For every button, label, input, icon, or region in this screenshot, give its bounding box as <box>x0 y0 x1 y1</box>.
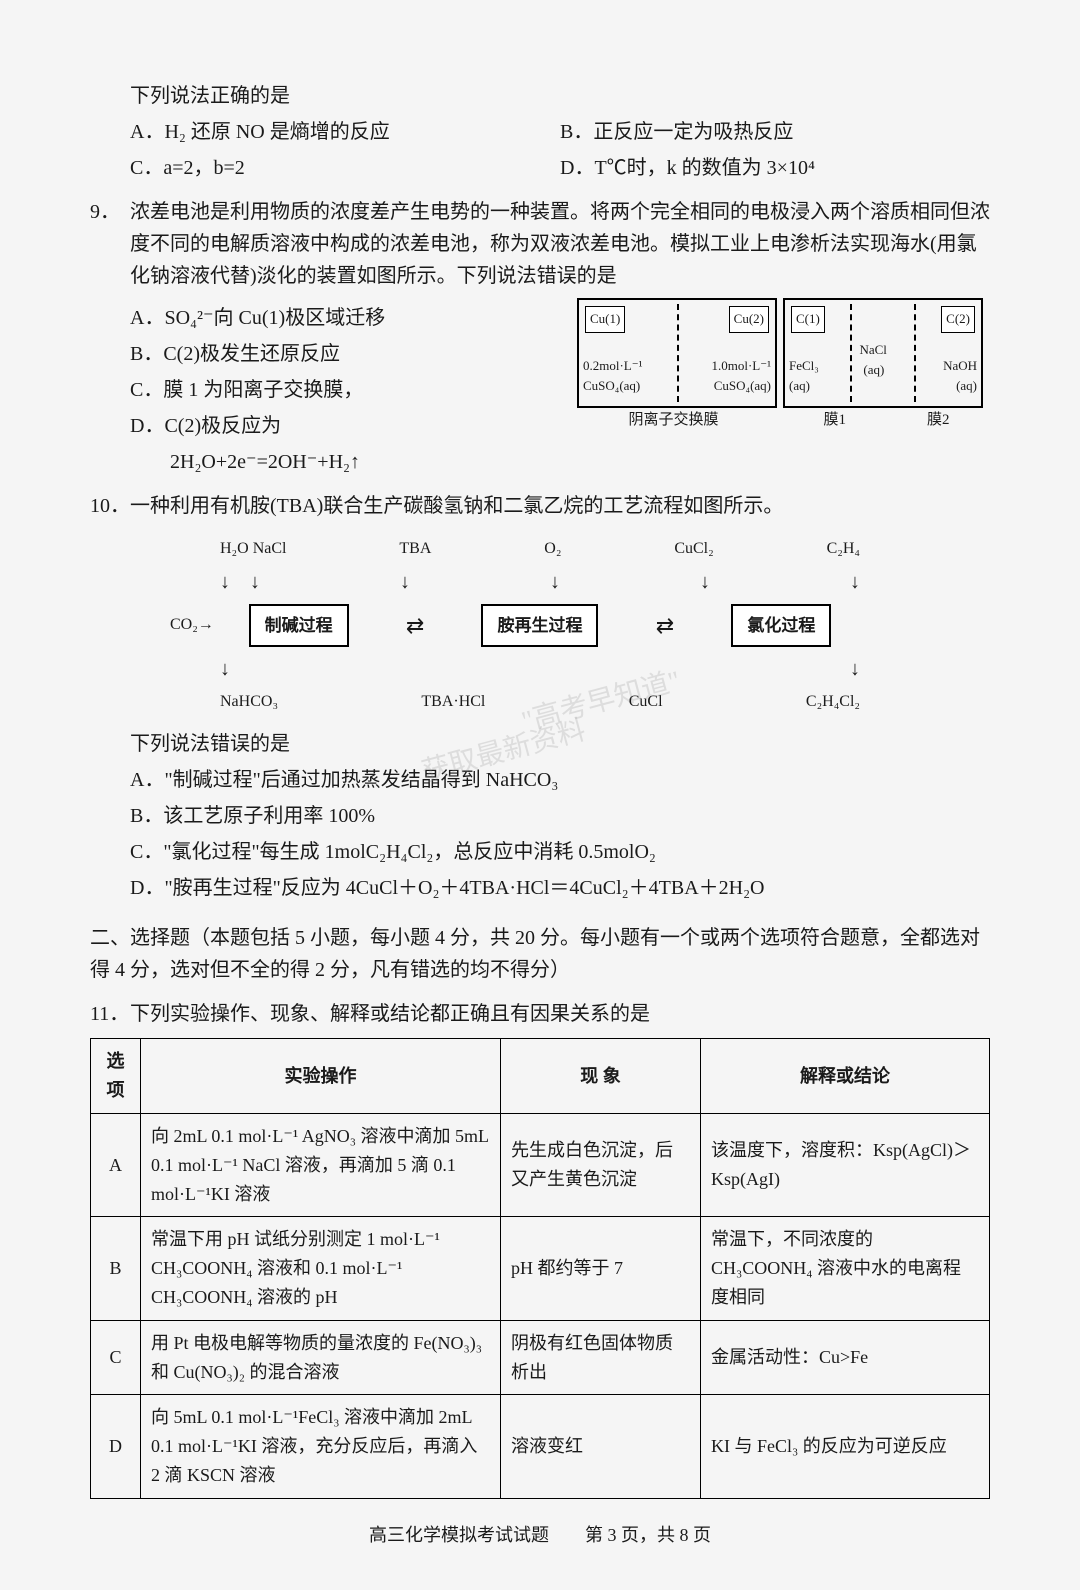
q8-opt-c: C．a=2，b=2 <box>130 152 560 184</box>
q8-opt-a: A．H₂ 还原 NO 是熵增的反应 <box>130 116 560 148</box>
electrode-cu2: Cu(2) <box>729 306 769 333</box>
cell-opt: B <box>91 1217 141 1320</box>
section2-header: 二、选择题（本题包括 5 小题，每小题 4 分，共 20 分。每小题有一个或两个… <box>90 922 990 986</box>
sol-lb: 1.0mol·L⁻¹ <box>711 356 771 377</box>
flow-box2: 胺再生过程 <box>481 604 598 647</box>
flow-top-1: TBA <box>399 536 431 562</box>
q8-intro: 下列说法正确的是 <box>90 80 990 112</box>
electrode-c1: C(1) <box>791 306 825 333</box>
q10-opt-d: D．"胺再生过程"反应为 4CuCl＋O₂＋4TBA·HCl＝4CuCl₂＋4T… <box>130 872 990 904</box>
q9: 9． 浓差电池是利用物质的浓度差产生电势的一种装置。将两个完全相同的电极浸入两个… <box>90 196 990 292</box>
arrow-icon: ⇄ <box>406 608 424 643</box>
flow-box1: 制碱过程 <box>249 604 349 647</box>
q9-right-cell: C(1) C(2) FeCl₃ (aq) NaCl (aq) NaOH (aq) <box>783 298 983 408</box>
arrow-down-icon <box>370 653 390 685</box>
q10-stem: 一种利用有机胺(TBA)联合生产碳酸氢钠和二氯乙烷的工艺流程如图所示。 <box>130 490 990 522</box>
q10: 10． 一种利用有机胺(TBA)联合生产碳酸氢钠和二氯乙烷的工艺流程如图所示。 <box>90 490 990 522</box>
sol-r3b: (aq) <box>956 376 977 397</box>
flow-box3: 氯化过程 <box>731 604 831 647</box>
q10-opt-c: C．"氯化过程"每生成 1molC₂H₄Cl₂，总反应中消耗 0.5molO₂ <box>130 836 990 868</box>
cell-ph: pH 都约等于 7 <box>501 1217 701 1320</box>
q9-diagram: Cu(1) Cu(2) 0.2mol·L⁻¹ 1.0mol·L⁻¹ CuSO₄(… <box>570 298 990 432</box>
arrow-down-icon: ↓ <box>220 653 230 685</box>
th-opt: 选项 <box>91 1039 141 1114</box>
flow-bot-0: NaHCO₃ <box>220 689 278 715</box>
flow-top-2: O₂ <box>544 536 561 562</box>
electrode-c2: C(2) <box>941 306 975 333</box>
cell-ex: 该温度下，溶度积：Ksp(AgCl)＞Ksp(AgI) <box>701 1113 990 1216</box>
q10-num: 10． <box>90 490 130 522</box>
flow-co2: CO₂→ <box>170 612 214 638</box>
table-row: D向 5mL 0.1 mol·L⁻¹FeCl₃ 溶液中滴加 2mL 0.1 mo… <box>91 1395 990 1498</box>
q9-stem: 浓差电池是利用物质的浓度差产生电势的一种装置。将两个完全相同的电极浸入两个溶质相… <box>130 196 990 292</box>
cell-op: 用 Pt 电极电解等物质的量浓度的 Fe(NO₃)₃ 和 Cu(NO₃)₂ 的混… <box>141 1320 501 1395</box>
flow-bot-2: CuCl <box>629 689 663 715</box>
q10-opt-a: A．"制碱过程"后通过加热蒸发结晶得到 NaHCO₃ <box>130 764 990 796</box>
q11: 11． 下列实验操作、现象、解释或结论都正确且有因果关系的是 <box>90 998 990 1030</box>
cell-opt: C <box>91 1320 141 1395</box>
table-row: A向 2mL 0.1 mol·L⁻¹ AgNO₃ 溶液中滴加 5mL 0.1 m… <box>91 1113 990 1216</box>
page-footer: 高三化学模拟考试试题 第 3 页，共 8 页 <box>0 1521 1080 1550</box>
sol-lc: CuSO₄(aq) <box>583 376 640 397</box>
cell-op: 向 5mL 0.1 mol·L⁻¹FeCl₃ 溶液中滴加 2mL 0.1 mol… <box>141 1395 501 1498</box>
arrow-down-icon <box>690 653 710 685</box>
arrow-down-icon: ↓ ↓ <box>220 566 260 598</box>
th-op: 实验操作 <box>141 1039 501 1114</box>
q9-label-m1: 膜1 <box>823 408 846 432</box>
q8-opt-b: B．正反应一定为吸热反应 <box>560 116 990 148</box>
th-ph: 现 象 <box>501 1039 701 1114</box>
q9-left-cell: Cu(1) Cu(2) 0.2mol·L⁻¹ 1.0mol·L⁻¹ CuSO₄(… <box>577 298 777 408</box>
q8-options-row2: C．a=2，b=2 D．T℃时，k 的数值为 3×10⁴ <box>130 152 990 184</box>
sol-r1: FeCl₃ <box>789 356 819 377</box>
flow-bot-1: TBA·HCl <box>421 689 485 715</box>
q11-num: 11． <box>90 998 130 1030</box>
q10-opt-b: B．该工艺原子利用率 100% <box>130 800 990 832</box>
cell-ph: 先生成白色沉淀，后又产生黄色沉淀 <box>501 1113 701 1216</box>
sol-ld: CuSO₄(aq) <box>714 376 771 397</box>
q8-opt-d: D．T℃时，k 的数值为 3×10⁴ <box>560 152 990 184</box>
cell-ex: KI 与 FeCl₃ 的反应为可逆反应 <box>701 1395 990 1498</box>
sol-r2: NaCl <box>859 340 886 361</box>
arrow-down-icon: ↓ <box>550 566 560 598</box>
cell-opt: A <box>91 1113 141 1216</box>
flow-top-0: H₂O NaCl <box>220 536 286 562</box>
arrow-down-icon: ↓ <box>700 566 710 598</box>
cell-ph: 溶液变红 <box>501 1395 701 1498</box>
cell-op: 向 2mL 0.1 mol·L⁻¹ AgNO₃ 溶液中滴加 5mL 0.1 mo… <box>141 1113 501 1216</box>
sol-la: 0.2mol·L⁻¹ <box>583 356 643 377</box>
th-ex: 解释或结论 <box>701 1039 990 1114</box>
q10-sub: 下列说法错误的是 <box>90 728 990 760</box>
q11-table: 选项 实验操作 现 象 解释或结论 A向 2mL 0.1 mol·L⁻¹ AgN… <box>90 1038 990 1498</box>
arrow-down-icon: ↓ <box>850 653 860 685</box>
cell-ex: 金属活动性：Cu>Fe <box>701 1320 990 1395</box>
sol-r2b: (aq) <box>863 360 884 381</box>
electrode-cu1: Cu(1) <box>585 306 625 333</box>
table-row: C用 Pt 电极电解等物质的量浓度的 Fe(NO₃)₃ 和 Cu(NO₃)₂ 的… <box>91 1320 990 1395</box>
cell-ph: 阴极有红色固体物质析出 <box>501 1320 701 1395</box>
cell-op: 常温下用 pH 试纸分别测定 1 mol·L⁻¹ CH₃COONH₄ 溶液和 0… <box>141 1217 501 1320</box>
q9-num: 9． <box>90 196 130 292</box>
arrow-icon: ⇄ <box>656 608 674 643</box>
sol-r1b: (aq) <box>789 376 810 397</box>
q10-flow-diagram: H₂O NaCl TBA O₂ CuCl₂ C₂H₄ ↓ ↓ ↓ ↓ ↓ ↓ C… <box>220 536 860 714</box>
sol-r3: NaOH <box>943 356 977 377</box>
flow-top-3: CuCl₂ <box>674 536 713 562</box>
table-row: B常温下用 pH 试纸分别测定 1 mol·L⁻¹ CH₃COONH₄ 溶液和 … <box>91 1217 990 1320</box>
table-header-row: 选项 实验操作 现 象 解释或结论 <box>91 1039 990 1114</box>
q9-label-m2: 膜2 <box>927 408 950 432</box>
q9-opt-d2: 2H₂O+2e⁻=2OH⁻+H₂↑ <box>170 446 990 478</box>
cell-opt: D <box>91 1395 141 1498</box>
q9-label-left: 阴离子交换膜 <box>570 408 777 432</box>
q11-stem: 下列实验操作、现象、解释或结论都正确且有因果关系的是 <box>130 998 990 1030</box>
cell-ex: 常温下，不同浓度的 CH₃COONH₄ 溶液中水的电离程度相同 <box>701 1217 990 1320</box>
q8-options-row1: A．H₂ 还原 NO 是熵增的反应 B．正反应一定为吸热反应 <box>130 116 990 148</box>
arrow-down-icon: ↓ <box>400 566 410 598</box>
flow-top-4: C₂H₄ <box>827 536 860 562</box>
arrow-down-icon: ↓ <box>850 566 860 598</box>
arrow-down-icon <box>530 653 550 685</box>
flow-bot-3: C₂H₄Cl₂ <box>806 689 860 715</box>
